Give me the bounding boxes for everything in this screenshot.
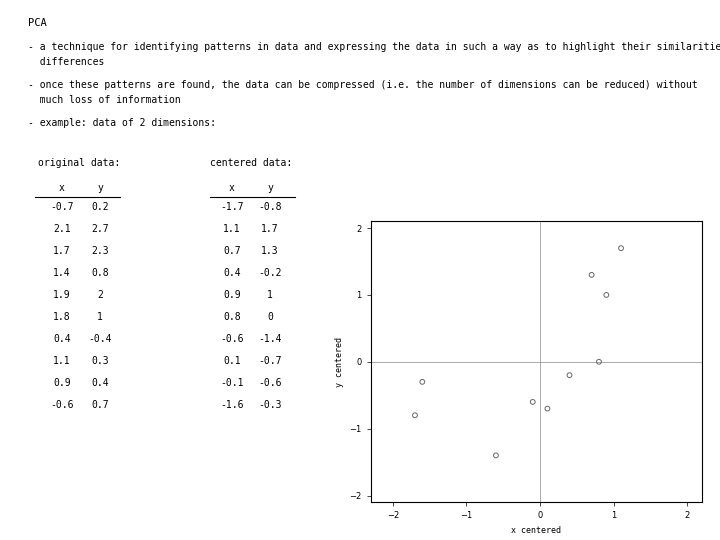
Text: PCA: PCA: [28, 18, 47, 28]
Text: -0.7: -0.7: [258, 356, 282, 366]
Text: -0.6: -0.6: [258, 378, 282, 388]
Text: 1.8: 1.8: [53, 312, 71, 322]
Text: 2.1: 2.1: [53, 224, 71, 234]
Y-axis label: y centered: y centered: [335, 337, 344, 387]
Text: 0: 0: [267, 312, 273, 322]
Text: differences: differences: [28, 57, 104, 67]
Text: x: x: [229, 183, 235, 193]
Text: 1.7: 1.7: [261, 224, 279, 234]
Text: 0.8: 0.8: [223, 312, 240, 322]
Text: 0.9: 0.9: [223, 290, 240, 300]
Text: 1: 1: [267, 290, 273, 300]
Text: -0.1: -0.1: [220, 378, 244, 388]
Text: 0.4: 0.4: [91, 378, 109, 388]
Text: 1.4: 1.4: [53, 268, 71, 278]
Text: 0.9: 0.9: [53, 378, 71, 388]
Point: [409, 411, 420, 420]
Text: 2: 2: [97, 290, 103, 300]
Text: 1.9: 1.9: [53, 290, 71, 300]
Point: [417, 377, 428, 386]
Text: -0.6: -0.6: [50, 400, 73, 410]
Point: [490, 451, 502, 460]
Text: - a technique for identifying patterns in data and expressing the data in such a: - a technique for identifying patterns i…: [28, 42, 720, 52]
Text: original data:: original data:: [38, 158, 120, 168]
Point: [541, 404, 553, 413]
Text: y: y: [267, 183, 273, 193]
Text: 0.4: 0.4: [53, 334, 71, 344]
Text: 0.7: 0.7: [223, 246, 240, 256]
Text: -1.6: -1.6: [220, 400, 244, 410]
Text: -0.8: -0.8: [258, 202, 282, 212]
Text: -1.4: -1.4: [258, 334, 282, 344]
Text: - example: data of 2 dimensions:: - example: data of 2 dimensions:: [28, 118, 216, 128]
Text: 1: 1: [97, 312, 103, 322]
Point: [527, 397, 539, 406]
Text: -0.2: -0.2: [258, 268, 282, 278]
Text: -1.7: -1.7: [220, 202, 244, 212]
Point: [564, 371, 575, 380]
X-axis label: x centered: x centered: [511, 526, 562, 535]
Text: x: x: [59, 183, 65, 193]
Text: -0.6: -0.6: [220, 334, 244, 344]
Point: [600, 291, 612, 299]
Text: - once these patterns are found, the data can be compressed (i.e. the number of : - once these patterns are found, the dat…: [28, 80, 698, 90]
Text: -0.4: -0.4: [89, 334, 112, 344]
Text: 1.7: 1.7: [53, 246, 71, 256]
Text: 0.8: 0.8: [91, 268, 109, 278]
Text: much loss of information: much loss of information: [28, 95, 181, 105]
Text: 1.3: 1.3: [261, 246, 279, 256]
Text: -0.3: -0.3: [258, 400, 282, 410]
Text: 1.1: 1.1: [53, 356, 71, 366]
Point: [616, 244, 627, 253]
Text: y: y: [97, 183, 103, 193]
Point: [593, 357, 605, 366]
Text: 0.4: 0.4: [223, 268, 240, 278]
Text: centered data:: centered data:: [210, 158, 292, 168]
Text: 0.3: 0.3: [91, 356, 109, 366]
Text: 0.2: 0.2: [91, 202, 109, 212]
Text: 2.7: 2.7: [91, 224, 109, 234]
Text: 0.7: 0.7: [91, 400, 109, 410]
Text: 2.3: 2.3: [91, 246, 109, 256]
Point: [586, 271, 598, 279]
Text: 0.1: 0.1: [223, 356, 240, 366]
Text: -0.7: -0.7: [50, 202, 73, 212]
Text: 1.1: 1.1: [223, 224, 240, 234]
